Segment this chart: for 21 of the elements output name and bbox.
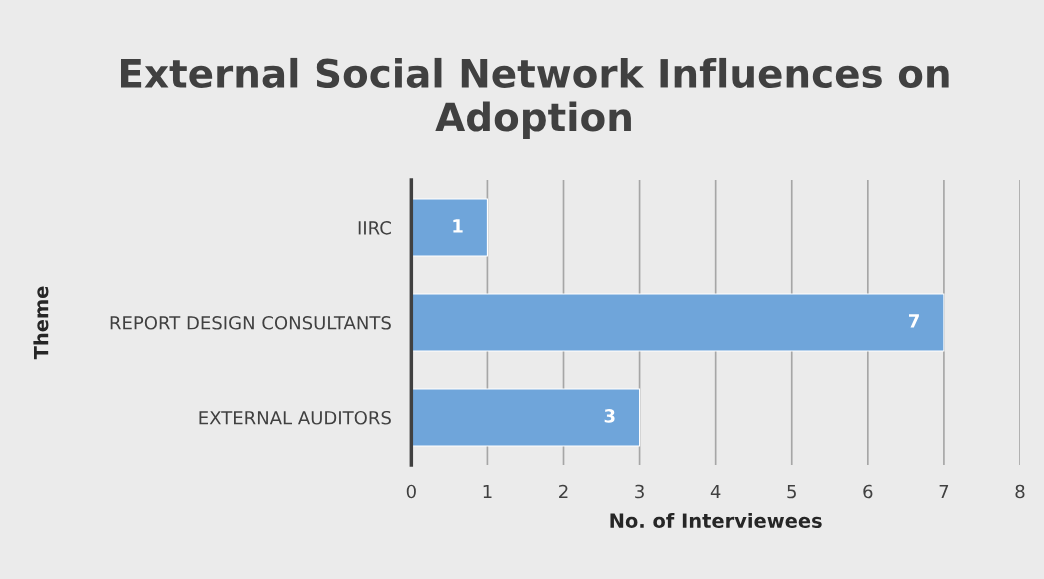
y-tick-label: EXTERNAL AUDITORS (199, 410, 391, 425)
y-axis-title: Theme (33, 286, 49, 360)
data-label: 3 (604, 409, 615, 423)
y-tick-label: IIRC (358, 221, 391, 235)
chart-title: External Social Network Influences on Adoption (121, 57, 949, 140)
x-tick-label: 1 (483, 484, 492, 499)
data-label: 1 (453, 219, 463, 233)
data-label: 7 (909, 314, 919, 328)
x-tick-label: 3 (635, 484, 644, 499)
x-tick-label: 8 (1015, 484, 1025, 499)
bar (411, 388, 641, 447)
y-tick-label: REPORT DESIGN CONSULTANTS (110, 315, 391, 330)
x-tick-label: 2 (559, 484, 568, 499)
x-tick-label: 6 (863, 484, 873, 499)
x-tick-label: 7 (939, 484, 949, 499)
bar (411, 293, 945, 352)
bar (411, 198, 488, 257)
x-tick-label: 0 (406, 484, 416, 499)
x-tick-label: 5 (787, 484, 796, 499)
x-axis-title: No. of Interviewees (610, 512, 822, 529)
x-tick-label: 4 (710, 484, 721, 499)
